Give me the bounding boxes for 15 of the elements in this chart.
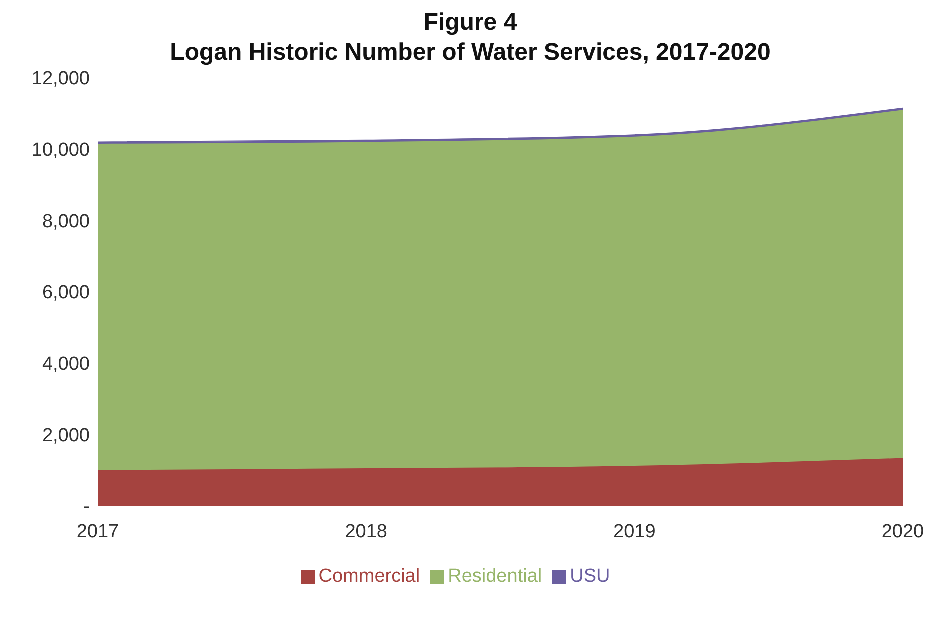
legend-label: USU [570,566,610,587]
chart-title: Figure 4 Logan Historic Number of Water Services, 2017-2020 [169,8,772,68]
legend-label: Residential [448,566,542,587]
legend-label: Commercial [318,566,420,587]
y-tick-label: 4,000 [42,354,90,376]
y-tick-label: 6,000 [42,282,90,304]
x-tick-label: 2019 [614,521,656,542]
y-tick-label: 8,000 [42,211,90,232]
y-tick-label: 10,000 [32,140,90,162]
x-tick-label: 2017 [76,521,120,542]
y-tick-label: - [84,496,90,518]
y-tick-label: 12,000 [32,68,90,90]
y-tick-label: 2,000 [42,425,90,446]
x-tick-label: 2020 [882,521,924,542]
x-tick-label: 2018 [345,521,388,542]
